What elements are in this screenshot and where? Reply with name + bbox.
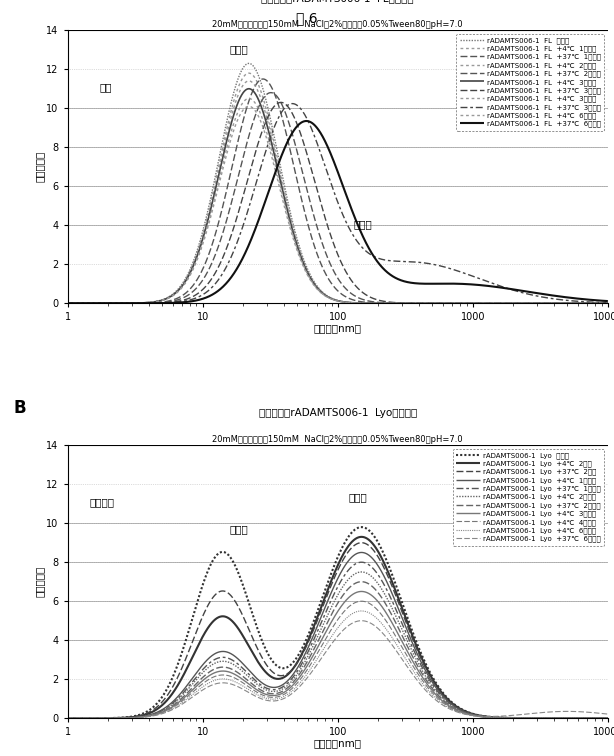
Legend: rADAMTS006-1  Lyo  開始時, rADAMTS006-1  Lyo  +4℃  2週後, rADAMTS006-1  Lyo  +37℃  2週: rADAMTS006-1 Lyo 開始時, rADAMTS006-1 Lyo +… — [453, 448, 604, 546]
Text: 単量体: 単量体 — [230, 525, 249, 534]
Text: 凝集体: 凝集体 — [349, 492, 367, 502]
Text: 強度によるrADAMTS006-1  FLのサイズ: 強度によるrADAMTS006-1 FLのサイズ — [262, 0, 414, 3]
Text: 凝集体: 凝集体 — [354, 218, 373, 229]
Text: 単量体: 単量体 — [230, 44, 249, 54]
Text: A: A — [14, 0, 26, 2]
Text: B: B — [14, 399, 26, 417]
X-axis label: サイズ［nm］: サイズ［nm］ — [314, 739, 362, 748]
Y-axis label: 強度（％）: 強度（％） — [35, 151, 45, 182]
Text: 強度によるrADAMTS006-1  Lyoのサイズ: 強度によるrADAMTS006-1 Lyoのサイズ — [258, 408, 417, 418]
Text: 図 6: 図 6 — [296, 11, 318, 26]
Text: 凍結乾燥: 凍結乾燥 — [89, 497, 114, 507]
Title: 20mMヒスチジン、150mM  NaCl、2%ショ糖、0.05%Tween80；pH=7.0: 20mMヒスチジン、150mM NaCl、2%ショ糖、0.05%Tween80；… — [212, 20, 463, 29]
Legend: rADAMTS006-1  FL  開始時, rADAMTS006-1  FL  +4℃  1週間後, rADAMTS006-1  FL  +37℃  1週間後: rADAMTS006-1 FL 開始時, rADAMTS006-1 FL +4℃… — [456, 34, 604, 131]
Title: 20mMヒスチジン、150mM  NaCl、2%ショ糖、0.05%Tween80；pH=7.0: 20mMヒスチジン、150mM NaCl、2%ショ糖、0.05%Tween80；… — [212, 435, 463, 445]
Y-axis label: 強度（％）: 強度（％） — [35, 566, 45, 597]
X-axis label: サイズ［nm］: サイズ［nm］ — [314, 324, 362, 333]
Text: 液体: 液体 — [100, 82, 112, 92]
